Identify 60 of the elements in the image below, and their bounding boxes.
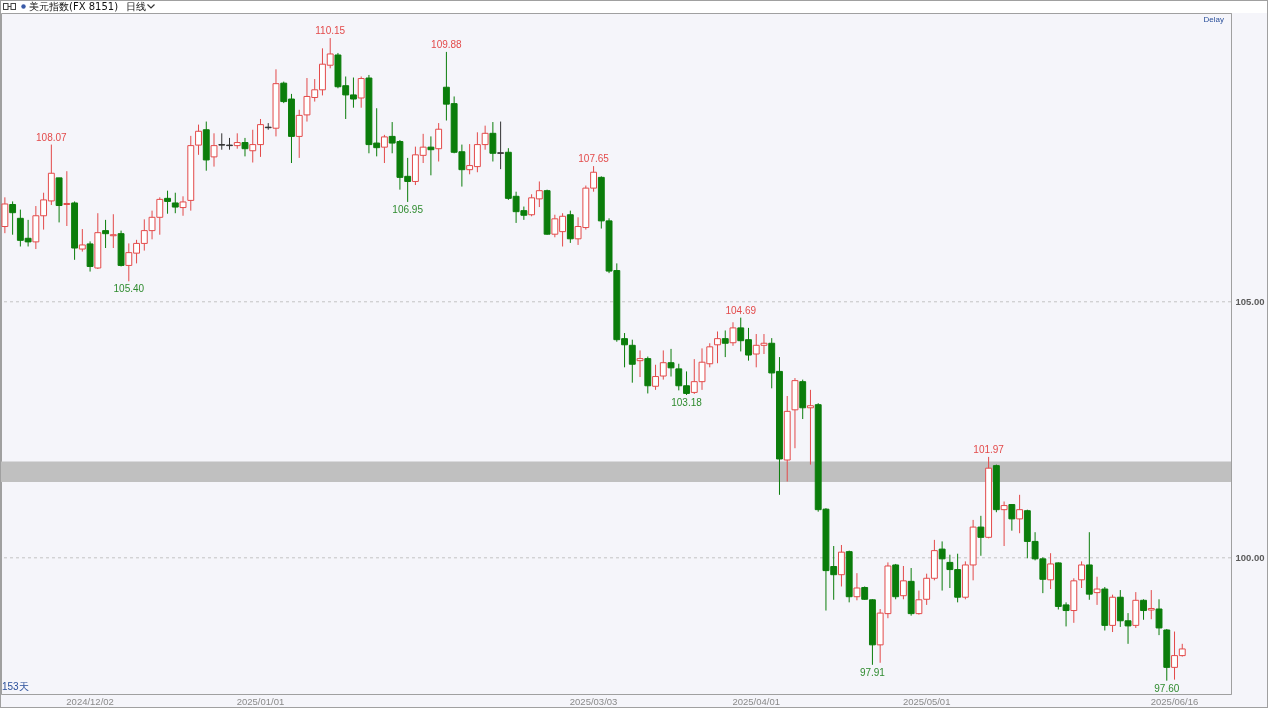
annotation: 107.65 [578, 153, 610, 165]
candlestick [102, 219, 110, 249]
candlestick [9, 200, 17, 236]
candlestick [721, 329, 729, 358]
candlestick [636, 349, 644, 378]
annotation: 97.91 [859, 666, 886, 678]
annotation: 104.69 [725, 304, 757, 316]
annotation: 105.40 [113, 283, 145, 295]
candlestick [435, 122, 443, 162]
candlestick [1155, 598, 1163, 636]
candlestick [497, 121, 505, 170]
y-tick-label: 100.00 [1235, 552, 1265, 564]
candlestick [380, 134, 388, 164]
candlestick [241, 137, 249, 157]
annotation: 106.95 [392, 203, 424, 215]
candlestick [357, 75, 365, 109]
candlestick [179, 195, 187, 217]
candlestick [628, 339, 636, 384]
candlestick [938, 540, 946, 592]
annotation: 109.88 [431, 38, 463, 50]
candlestick [1140, 598, 1147, 621]
candlestick [78, 228, 86, 253]
candlestick [164, 190, 171, 215]
candlestick [86, 240, 94, 273]
candlestick [1016, 494, 1024, 534]
candlestick [977, 515, 985, 557]
candlestick [807, 389, 814, 466]
y-tick-label: 105.00 [1235, 296, 1265, 308]
candlestick [171, 192, 179, 214]
annotation: 108.07 [36, 131, 68, 143]
candlestick [899, 565, 907, 600]
candlestick [109, 213, 117, 249]
candlestick [729, 321, 737, 347]
annotation: 153天 [2, 680, 29, 694]
candlestick [667, 348, 675, 378]
x-tick-label: 2024/12/02 [66, 695, 114, 707]
x-tick-label: 2025/05/01 [902, 695, 951, 707]
candlestick [1078, 560, 1086, 589]
x-tick-label: 2025/01/01 [236, 695, 285, 707]
candlestick [1047, 552, 1055, 590]
text: Delay [1203, 15, 1224, 24]
candlestick [1147, 589, 1155, 620]
candlestick [853, 572, 861, 601]
chart-title: 美元指数(FX 8151) [29, 0, 119, 13]
x-tick-label: 2025/03/03 [569, 695, 618, 707]
x-tick-label: 2025/04/01 [732, 695, 781, 707]
candlestick [1000, 500, 1008, 547]
chart-subtitle: 日线 [126, 0, 147, 13]
annotation: 103.18 [671, 396, 703, 408]
candlestick [63, 170, 71, 227]
candlestick [1093, 576, 1101, 606]
candlestick [1008, 503, 1016, 532]
annotation: 97.60 [1154, 682, 1180, 694]
candlestick [714, 330, 721, 364]
candlestick [489, 121, 497, 162]
x-tick-label: 2025/06/16 [1150, 695, 1199, 707]
candlestick [210, 132, 218, 168]
candlestick [838, 544, 845, 587]
annotation: 110.15 [315, 25, 346, 37]
annotation: 101.97 [973, 443, 1005, 455]
